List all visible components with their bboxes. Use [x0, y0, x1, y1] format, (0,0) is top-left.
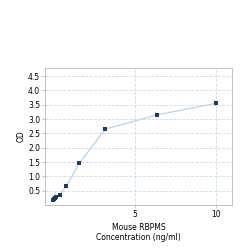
Y-axis label: OD: OD	[16, 130, 25, 142]
Point	[51, 198, 55, 202]
Point	[64, 184, 68, 188]
Point	[58, 193, 62, 197]
Point	[53, 196, 57, 200]
X-axis label: Mouse RBPMS
Concentration (ng/ml): Mouse RBPMS Concentration (ng/ml)	[96, 223, 181, 242]
Point	[77, 162, 81, 166]
Point	[156, 113, 160, 117]
Point	[214, 101, 218, 105]
Point	[52, 197, 56, 201]
Point	[54, 195, 58, 199]
Point	[103, 127, 107, 131]
